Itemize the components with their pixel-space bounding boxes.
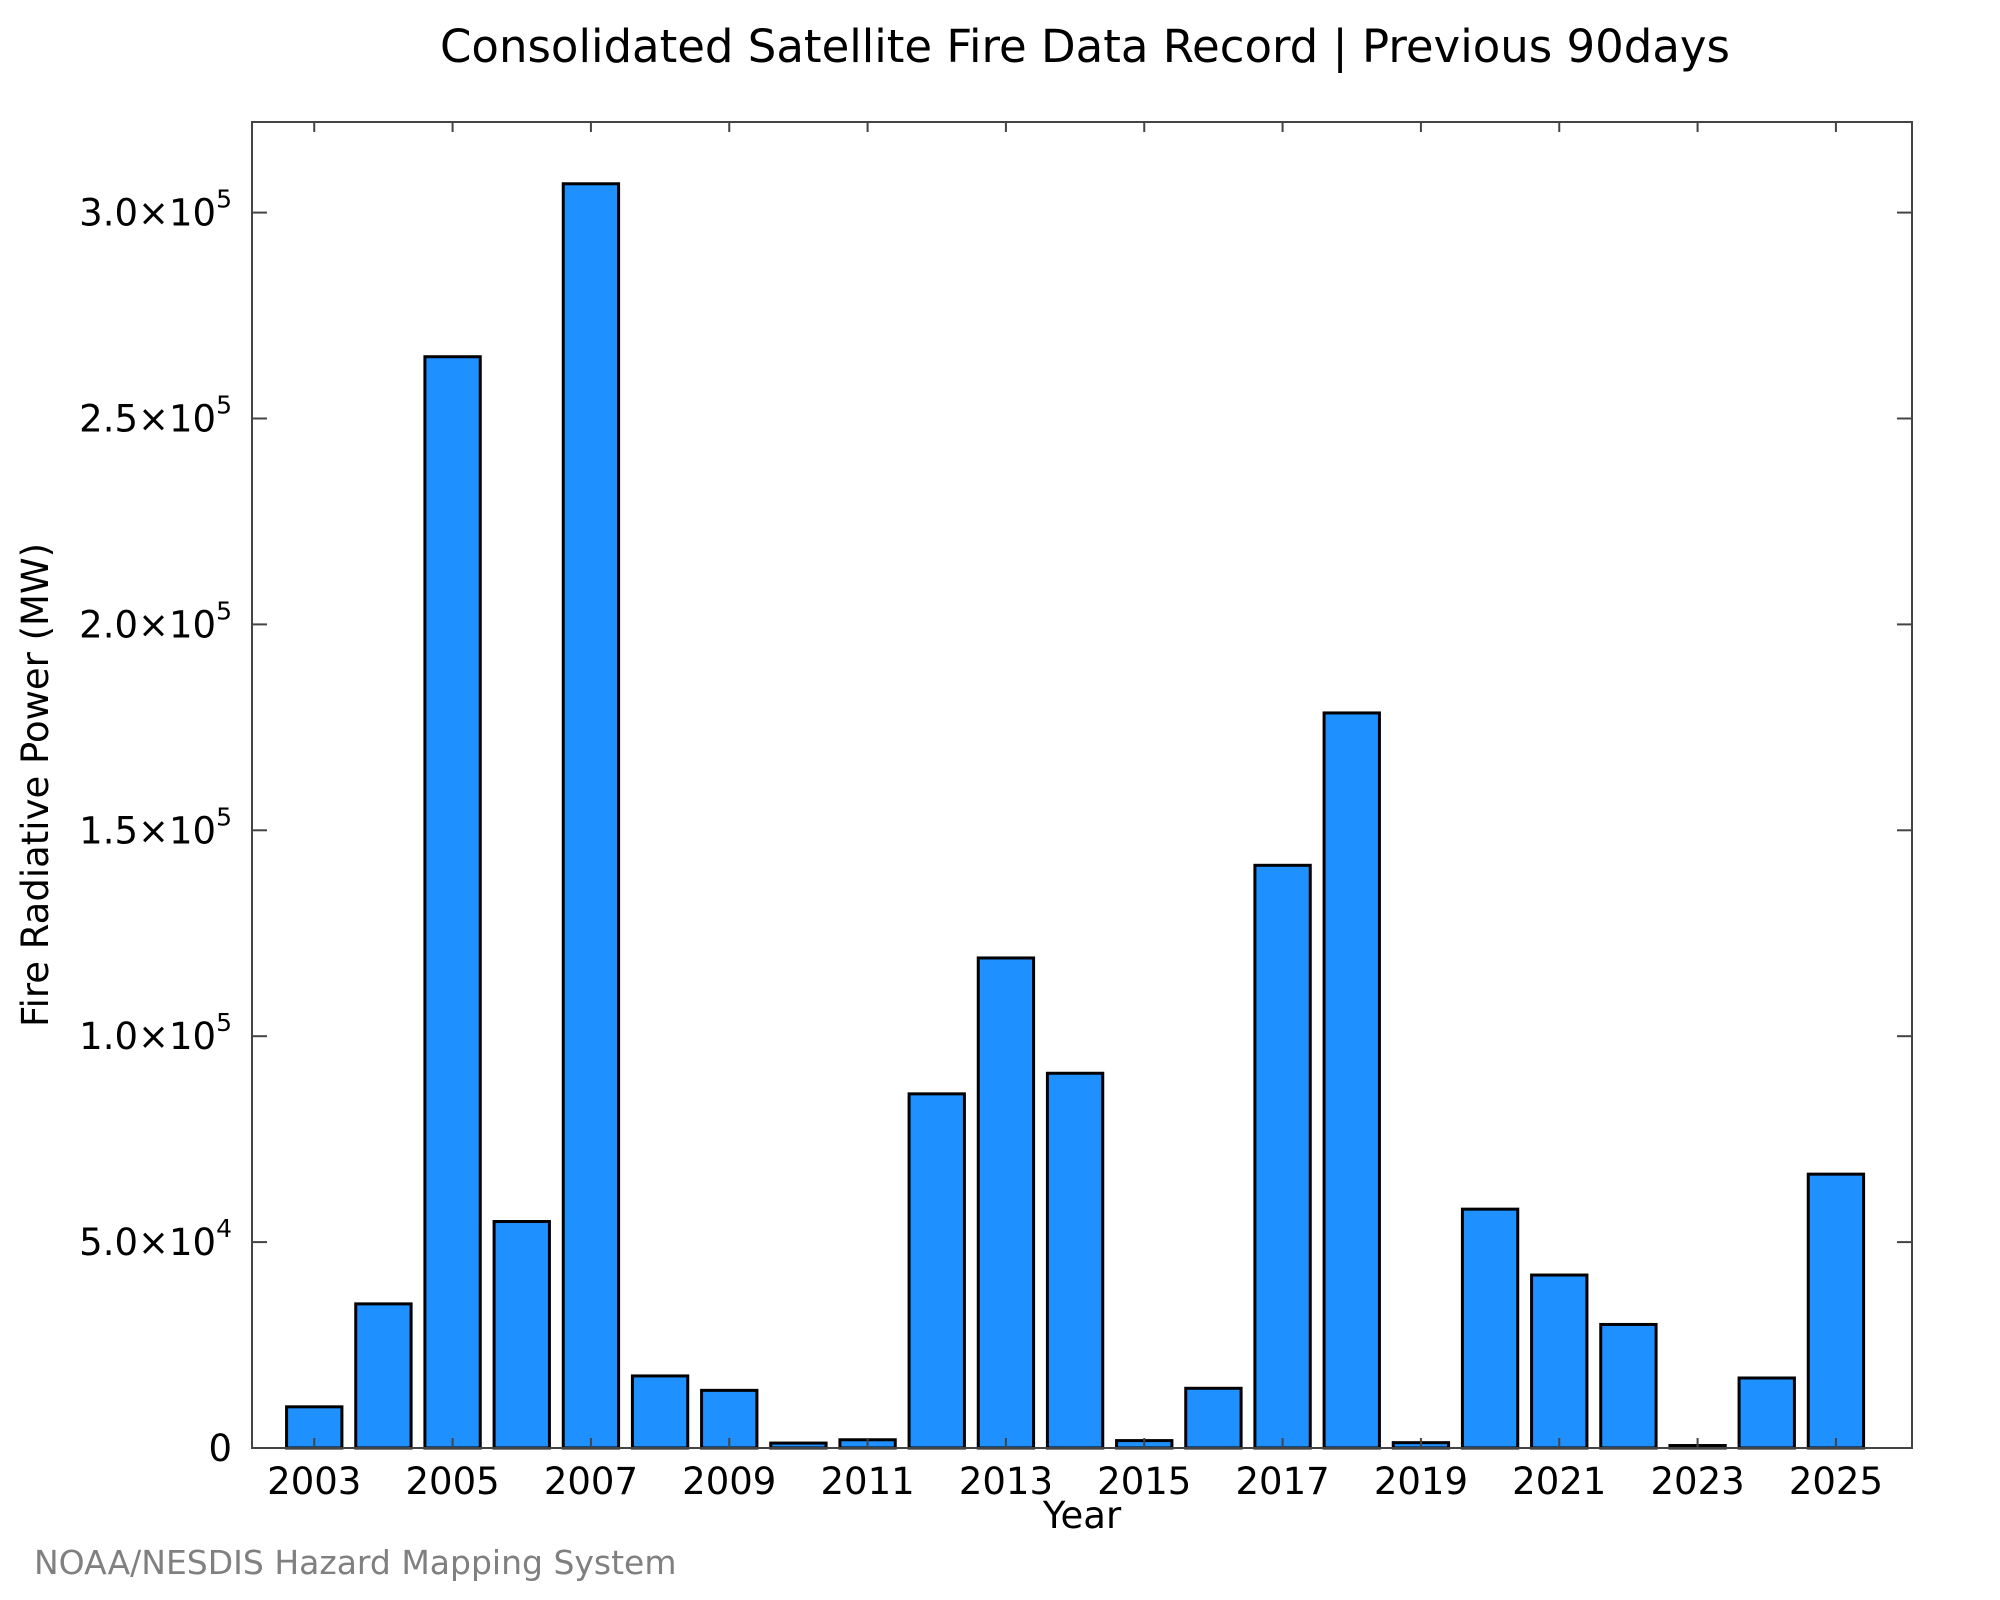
bar-2022: [1599, 1322, 1658, 1450]
x-tick-label: 2019: [1374, 1460, 1468, 1503]
y-tick-label: 1.0×105: [79, 1008, 232, 1058]
bar-2020: [1460, 1207, 1520, 1450]
y-axis-label: Fire Radiative Power (MW): [14, 543, 57, 1027]
x-tick-label: 2003: [267, 1460, 361, 1503]
x-tick-label: 2023: [1650, 1460, 1744, 1503]
bar-2007: [561, 182, 621, 1450]
bar-2005: [423, 355, 482, 1450]
x-tick-label: 2005: [405, 1460, 499, 1503]
x-tick-label: 2021: [1512, 1460, 1606, 1503]
bar-2017: [1253, 863, 1312, 1450]
x-tick-label: 2011: [820, 1460, 914, 1503]
chart-title: Consolidated Satellite Fire Data Record …: [440, 20, 1730, 73]
y-tick-label: 0: [208, 1427, 232, 1470]
bar-2016: [1184, 1386, 1243, 1450]
source-credit: NOAA/NESDIS Hazard Mapping System: [34, 1543, 677, 1582]
x-tick-label: 2013: [959, 1460, 1053, 1503]
x-tick-label: 2025: [1789, 1460, 1883, 1503]
bar-2014: [1045, 1071, 1105, 1450]
bar-2006: [492, 1220, 551, 1450]
bar-2021: [1530, 1273, 1589, 1450]
bar-2008: [630, 1374, 690, 1450]
bar-2024: [1737, 1376, 1796, 1450]
y-tick-label: 2.5×105: [79, 390, 232, 440]
x-tick-label: 2009: [682, 1460, 776, 1503]
y-tick-label: 3.0×105: [79, 185, 232, 235]
y-tick-label: 1.5×105: [79, 802, 232, 852]
bars-group: [285, 182, 1866, 1450]
axis-ticks: [252, 122, 1912, 1449]
bar-2025: [1806, 1172, 1866, 1450]
y-tick-labels: 0 5.0×104 1.0×105 1.5×105 2.0×105 2.5×105 3.0×…: [79, 185, 232, 1470]
y-tick-label: 5.0×104: [79, 1214, 232, 1264]
x-axis-label: Year: [1042, 1494, 1122, 1537]
x-tick-label: 2017: [1235, 1460, 1329, 1503]
plot-frame: [251, 121, 1913, 1449]
y-tick-label: 2.0×105: [79, 596, 232, 646]
x-tick-label: 2007: [544, 1460, 638, 1503]
x-tick-label: 2015: [1097, 1460, 1191, 1503]
bar-2018: [1322, 711, 1381, 1450]
x-tick-labels: 2003 2005 2007 2009 2011 2013 2015 2017 2019 2021…: [267, 1460, 1883, 1503]
bar-2013: [976, 956, 1036, 1450]
bar-2012: [907, 1092, 966, 1450]
bar-2004: [354, 1302, 413, 1450]
